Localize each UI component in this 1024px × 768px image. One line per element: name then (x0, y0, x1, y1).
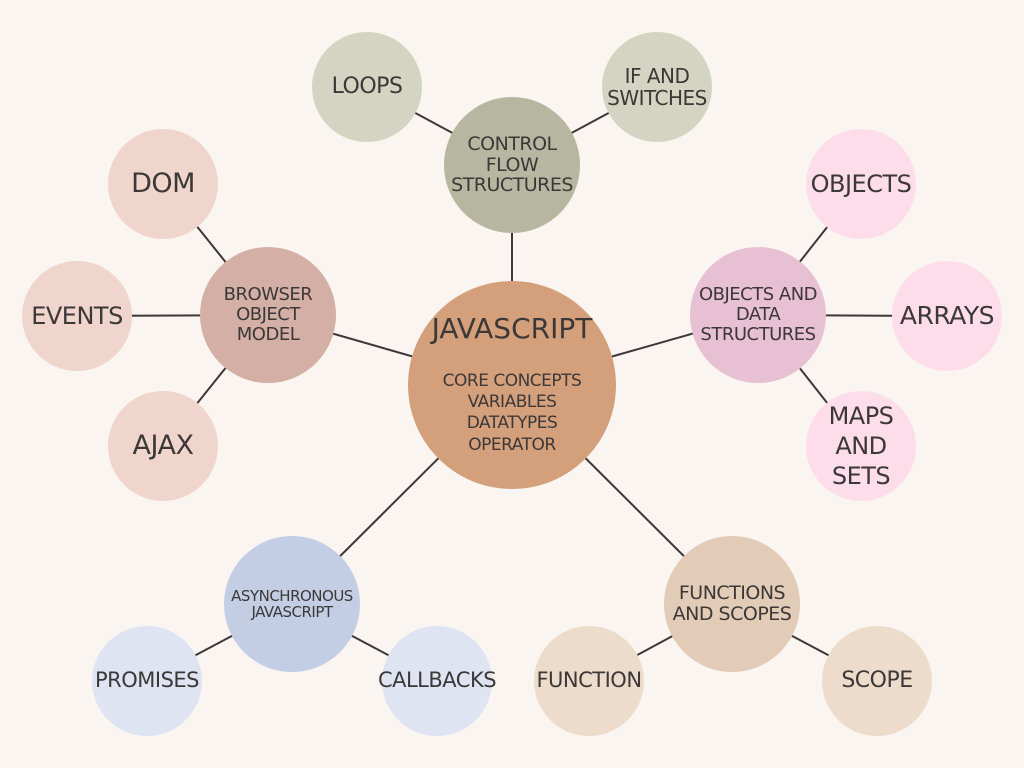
node-functions-scopes-label: FUNCTIONS AND SCOPES (672, 582, 792, 625)
node-objects: OBJECTS (806, 129, 916, 239)
node-arrays: ARRAYS (892, 261, 1002, 371)
node-callbacks: CALLBACKS (378, 626, 497, 736)
node-if-switches: IF AND SWITCHES (602, 32, 712, 142)
node-javascript-line: OPERATOR (468, 434, 556, 455)
node-callbacks-label: CALLBACKS (377, 668, 497, 693)
node-loops-label: LOOPS (331, 73, 403, 99)
node-objects-data-structures: OBJECTS AND DATA STRUCTURES (690, 247, 826, 383)
node-ajax: AJAX (108, 391, 218, 501)
node-objects-label: OBJECTS (810, 169, 912, 198)
node-arrays-label: ARRAYS (899, 301, 995, 331)
node-scope-label: SCOPE (841, 667, 913, 693)
node-control-flow: CONTROL FLOW STRUCTURES (444, 97, 580, 233)
node-browser-object-model: BROWSER OBJECT MODEL (200, 247, 336, 383)
node-javascript-line: CORE CONCEPTS (442, 370, 582, 391)
node-promises-label: PROMISES (94, 668, 200, 693)
node-events-label: EVENTS (31, 301, 123, 330)
node-asynchronous-javascript-label: ASYNCHRONOUS JAVASCRIPT (231, 586, 353, 621)
node-ajax-label: AJAX (132, 430, 194, 462)
node-function: FUNCTION (534, 626, 644, 736)
node-events: EVENTS (22, 261, 132, 371)
node-scope: SCOPE (822, 626, 932, 736)
node-function-label: FUNCTION (536, 668, 642, 693)
node-maps-sets-label: MAPS AND SETS (828, 402, 894, 490)
node-javascript-title: JAVASCRIPT (431, 312, 593, 346)
node-if-switches-label: IF AND SWITCHES (607, 64, 707, 110)
node-asynchronous-javascript: ASYNCHRONOUS JAVASCRIPT (224, 536, 360, 672)
node-javascript-line: DATATYPES (466, 413, 558, 434)
node-javascript-line: VARIABLES (467, 392, 557, 413)
node-functions-scopes: FUNCTIONS AND SCOPES (664, 536, 800, 672)
node-promises: PROMISES (92, 626, 202, 736)
node-objects-data-structures-label: OBJECTS AND DATA STRUCTURES (698, 284, 818, 345)
node-loops: LOOPS (312, 32, 422, 142)
node-dom-label: DOM (131, 168, 195, 200)
node-control-flow-label: CONTROL FLOW STRUCTURES (451, 132, 573, 197)
node-javascript: JAVASCRIPT CORE CONCEPTS VARIABLES DATAT… (408, 281, 616, 489)
node-maps-sets: MAPS AND SETS (806, 391, 916, 501)
node-dom: DOM (108, 129, 218, 239)
node-browser-object-model-label: BROWSER OBJECT MODEL (223, 284, 313, 345)
